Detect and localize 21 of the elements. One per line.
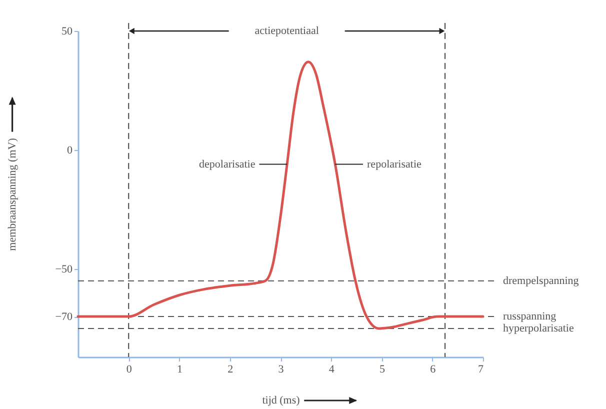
ref-line-label: hyperpolarisatie bbox=[503, 322, 574, 334]
x-tick-label: 6 bbox=[430, 364, 436, 376]
x-tick-label: 1 bbox=[177, 364, 182, 376]
ref-line-label: russpanning bbox=[503, 310, 557, 323]
y-tick-label: 50 bbox=[62, 26, 73, 38]
y-axis-title: membraanspanning (mV) bbox=[6, 138, 18, 251]
x-tick-label: 4 bbox=[328, 364, 335, 376]
annotation: repolarisatie bbox=[367, 158, 422, 170]
ref-line-label: drempelspanning bbox=[503, 274, 580, 287]
x-tick-label: 0 bbox=[126, 364, 132, 376]
y-tick-label: −70 bbox=[55, 311, 73, 324]
annotation: depolarisatie bbox=[199, 158, 256, 170]
y-tick-label: 0 bbox=[67, 144, 73, 156]
x-tick-label: 2 bbox=[228, 364, 234, 376]
x-axis-title: tijd (ms) bbox=[262, 394, 300, 406]
line-series bbox=[76, 60, 484, 330]
x-tick-label: 5 bbox=[380, 364, 386, 376]
x-tick-label: 3 bbox=[278, 364, 284, 376]
annotation: actiepotentiaal bbox=[254, 25, 319, 37]
y-tick-label: −50 bbox=[55, 263, 73, 276]
x-tick-label: 7 bbox=[478, 364, 484, 376]
